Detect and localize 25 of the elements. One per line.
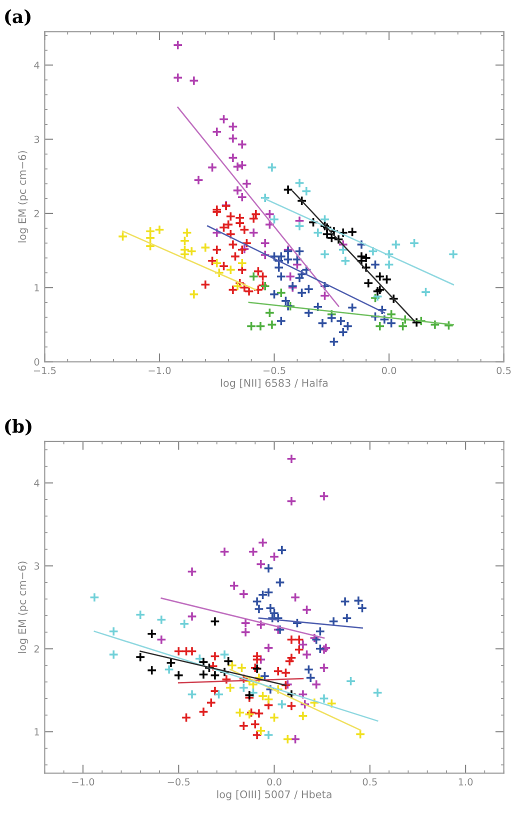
y-tick-label: 3 (34, 136, 40, 144)
y-tick-label: 2 (34, 645, 39, 652)
x-tick-label: 0.0 (267, 778, 282, 786)
x-axis-title: log [OIII] 5007 / Hbeta (217, 790, 332, 800)
x-tick-label: −1.0 (72, 778, 94, 786)
y-axis-title: log EM (pc cm−6) (18, 562, 28, 653)
y-tick-label: 4 (34, 480, 40, 487)
y-tick-label: 3 (34, 562, 40, 570)
x-tick-label: 1.0 (458, 778, 473, 786)
x-tick-label: −1.0 (148, 366, 171, 374)
y-tick-label: 1 (34, 284, 39, 292)
x-axis-title: log [NII] 6583 / Halfa (221, 378, 328, 389)
chart-title: (b) (5, 419, 32, 436)
y-tick-label: 2 (34, 210, 39, 218)
y-tick-label: 4 (34, 62, 40, 69)
x-tick-label: −0.5 (168, 778, 190, 786)
x-tick-label: −0.5 (263, 366, 286, 374)
x-tick-label: −1.5 (34, 366, 56, 374)
y-tick-label: 1 (34, 728, 39, 736)
x-tick-label: 0.0 (382, 366, 396, 374)
chart-title: (a) (5, 9, 30, 26)
y-tick-label: 0 (34, 358, 40, 366)
x-tick-label: 0.5 (362, 778, 377, 786)
x-tick-label: 0.5 (496, 366, 511, 374)
y-axis-title: log EM (pc cm−6) (18, 151, 28, 242)
